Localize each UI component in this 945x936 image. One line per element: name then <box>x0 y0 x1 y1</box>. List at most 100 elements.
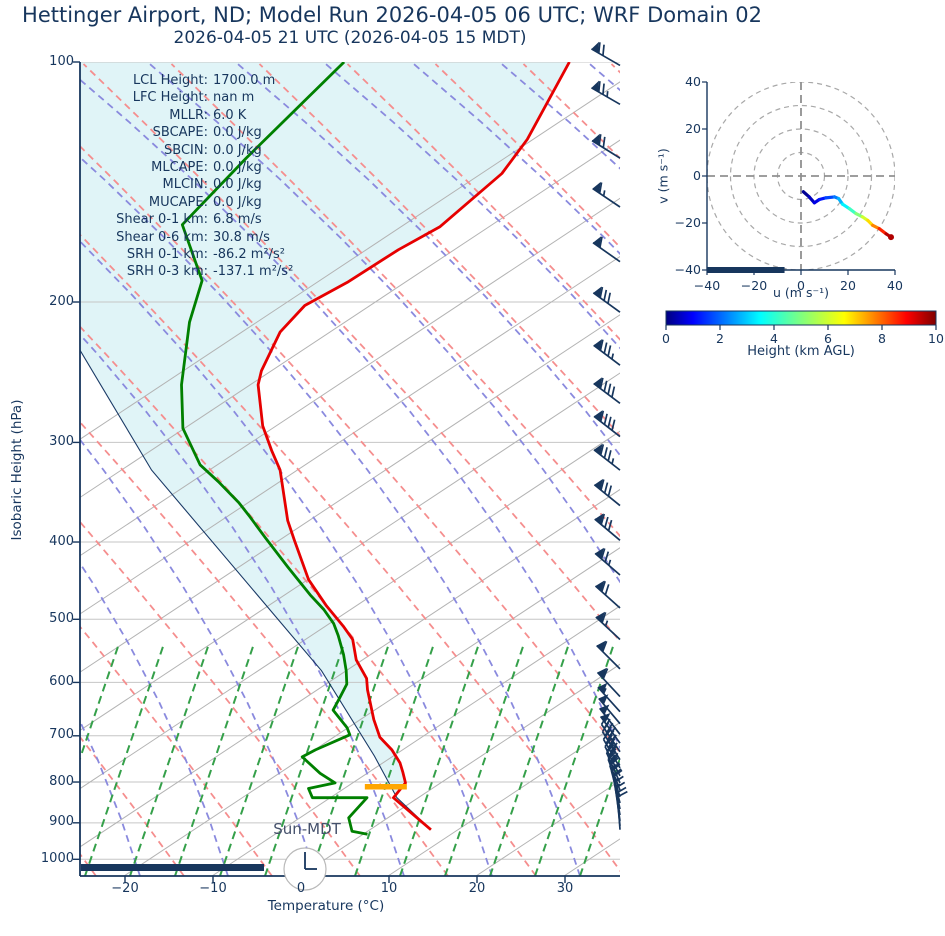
wind-barb-icon <box>590 80 621 106</box>
temperature-tick-label: 0 <box>296 881 306 896</box>
stat-label: LCL Height: <box>132 73 208 88</box>
temperature-tick-label: −20 <box>111 881 139 896</box>
wind-barb-icon <box>593 443 621 471</box>
stat-label: MUCAPE: <box>148 194 208 210</box>
wind-barb-icon <box>596 640 621 670</box>
moist-adiabat-line <box>0 64 52 876</box>
wind-barb-icon <box>593 478 621 507</box>
dry-adiabat-line <box>80 325 537 876</box>
mixing-ratio-line <box>534 644 615 876</box>
wind-barb-icon <box>592 286 621 313</box>
moist-adiabat-line <box>413 63 620 256</box>
hodograph-u-tick-label: 0 <box>797 278 805 293</box>
stat-value: 0.0 J/kg <box>213 142 262 158</box>
stat-label: SRH 0-3 km: <box>126 264 208 280</box>
valid-time-subtitle: 2026-04-05 21 UTC (2026-04-05 15 MDT) <box>173 28 527 48</box>
stat-label: SRH 0-1 km: <box>126 247 208 263</box>
dry-adiabat-line <box>258 63 620 437</box>
stat-value: -86.2 m²/s² <box>213 247 286 263</box>
pressure-tick-label: 900 <box>49 814 74 830</box>
hodograph-u-tick-label: −20 <box>740 278 768 293</box>
stat-value: 0.0 J/kg <box>213 125 262 141</box>
wind-barb-icon <box>616 790 628 830</box>
temperature-profile-line <box>256 62 571 831</box>
dry-adiabat-line <box>80 520 361 876</box>
stat-row: MLCAPE: 0.0 J/kg <box>86 159 293 176</box>
pressure-tick-label: 100 <box>49 53 74 69</box>
stat-label: Shear 0-1 km: <box>116 212 208 228</box>
mixing-ratio-line <box>84 644 165 876</box>
moist-adiabat-line <box>766 64 945 876</box>
stat-row: LCL Height: 1700.0 m <box>86 72 293 89</box>
skewt-plot-area <box>0 62 945 876</box>
dry-adiabat-line <box>434 63 620 249</box>
wind-barb-icon <box>593 339 621 366</box>
stat-row: Shear 0-6 km: 30.8 m/s <box>86 229 293 246</box>
colorbar-label: Height (km AGL) <box>747 344 855 359</box>
isotherm-line <box>80 81 620 440</box>
moist-adiabat-line <box>149 63 620 584</box>
wind-barb-icon <box>595 611 621 641</box>
moist-adiabat-line <box>854 64 945 876</box>
stat-value: 6.0 K <box>213 107 247 123</box>
stat-value: 0.0 J/kg <box>213 177 262 193</box>
stat-value: 0.0 J/kg <box>213 194 262 210</box>
dry-adiabat-line <box>80 420 449 876</box>
mixing-ratio-line <box>219 644 300 876</box>
hodograph-v-tick-label: 20 <box>685 121 701 136</box>
wind-barb-icon <box>594 580 621 609</box>
moist-adiabat-line <box>80 156 581 876</box>
stat-label: MLLR: <box>169 107 208 123</box>
moist-adiabat-line <box>678 64 945 876</box>
mixing-ratio-line <box>354 644 435 876</box>
dry-adiabat-line <box>170 63 620 538</box>
wind-barb-icon <box>610 763 622 804</box>
temperature-tick-label: −10 <box>199 881 227 896</box>
isotherm-line <box>475 780 620 876</box>
hodograph-u-tick-label: −40 <box>693 278 721 293</box>
isotherm-line <box>123 547 620 876</box>
hodograph-v-tick-label: −40 <box>674 262 701 277</box>
stat-label: LFC Height: <box>132 90 208 106</box>
moist-adiabat-line <box>80 719 141 876</box>
hodograph-u-tick-label: 40 <box>887 278 903 293</box>
page-title: Hettinger Airport, ND; Model Run 2026-04… <box>22 3 762 27</box>
colorbar-tick-label: 4 <box>770 331 778 346</box>
wind-barb-icon <box>597 682 621 713</box>
pressure-tick-label: 300 <box>49 433 74 449</box>
isotherm-line <box>80 488 620 848</box>
temperature-axis-label: Temperature (°C) <box>267 898 385 914</box>
stats-panel: LCL Height: 1700.0 m LFC Height: nan m MLLR:… <box>86 72 293 281</box>
isotherm-line <box>652 62 945 876</box>
height-colorbar <box>665 310 937 326</box>
stat-label: SBCIN: <box>164 142 208 158</box>
colorbar-tick-label: 0 <box>662 331 670 346</box>
temperature-tick-label: 20 <box>468 881 486 896</box>
mixing-ratio-line <box>579 755 620 876</box>
wind-barb-icon <box>596 667 621 698</box>
colorbar-tick-label: 8 <box>878 331 886 346</box>
stat-value: 0.0 J/kg <box>213 160 262 176</box>
wind-barb-icon <box>594 547 621 576</box>
stat-label: SBCAPE: <box>152 125 208 141</box>
stat-value: 6.8 m/s <box>213 212 262 228</box>
wind-barb-column <box>590 41 628 830</box>
pressure-tick-label: 1000 <box>40 850 74 866</box>
moist-adiabat-line <box>80 333 405 876</box>
dry-adiabat-line <box>80 625 273 876</box>
moist-adiabat-line <box>589 63 620 92</box>
mixing-ratio-line <box>489 644 570 876</box>
hodograph-v-tick-label: 0 <box>693 168 701 183</box>
mixing-ratio-line <box>129 644 210 876</box>
colorbar-tick-label: 10 <box>928 331 944 346</box>
dry-adiabat-line <box>522 63 620 160</box>
pressure-tick-label: 200 <box>49 293 74 309</box>
hodograph-v-tick-label: −20 <box>674 215 701 230</box>
stat-row: MLLR: 6.0 K <box>86 107 293 124</box>
dewpoint-profile-line <box>180 62 369 836</box>
surface-bar <box>81 864 264 871</box>
dry-adiabat-line <box>0 64 8 876</box>
wind-barb-icon <box>598 694 621 725</box>
mixing-ratio-line <box>444 644 525 876</box>
